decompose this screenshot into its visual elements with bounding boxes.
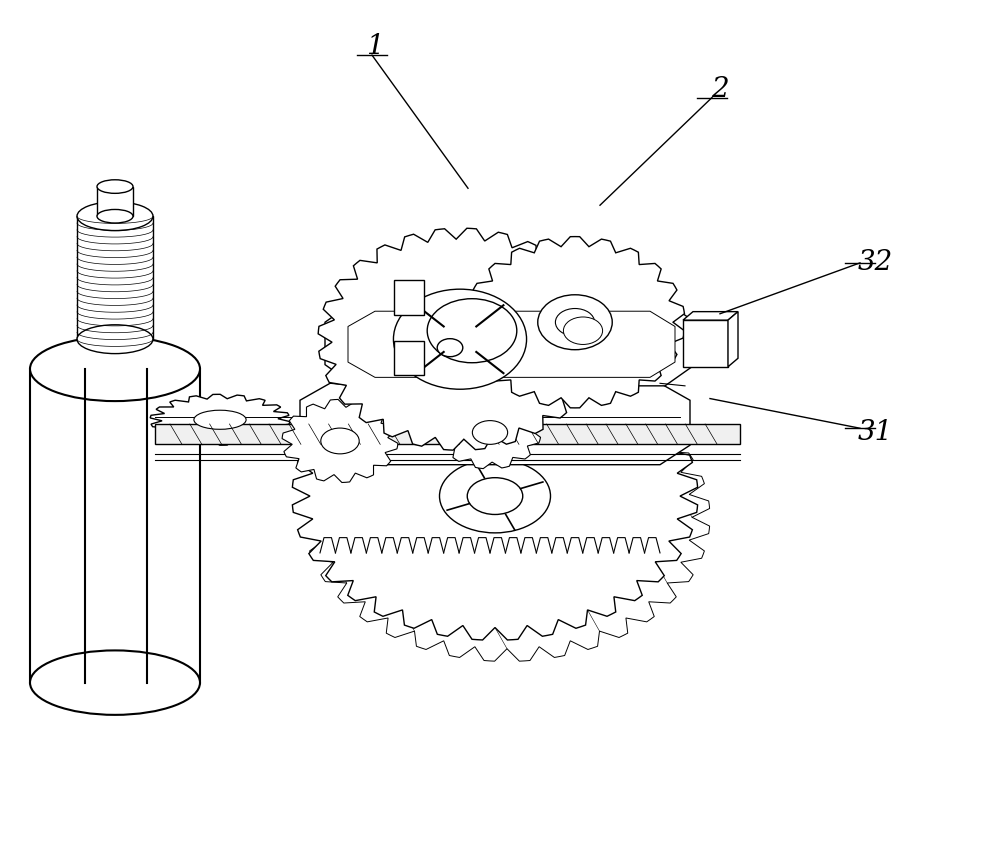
Polygon shape — [394, 341, 424, 375]
Polygon shape — [394, 280, 424, 315]
Polygon shape — [150, 394, 290, 445]
Ellipse shape — [437, 338, 463, 357]
Ellipse shape — [555, 309, 595, 336]
Polygon shape — [348, 311, 675, 377]
Ellipse shape — [194, 410, 246, 429]
Polygon shape — [304, 373, 710, 661]
Polygon shape — [282, 399, 398, 483]
Ellipse shape — [77, 202, 153, 231]
Polygon shape — [325, 301, 695, 386]
Ellipse shape — [538, 295, 612, 349]
Polygon shape — [155, 424, 740, 444]
Polygon shape — [683, 321, 728, 366]
Polygon shape — [292, 352, 698, 640]
Polygon shape — [77, 216, 153, 339]
Polygon shape — [97, 187, 133, 216]
Polygon shape — [728, 312, 738, 366]
Ellipse shape — [440, 460, 550, 533]
Ellipse shape — [97, 209, 133, 223]
Polygon shape — [683, 312, 738, 321]
Polygon shape — [30, 369, 200, 683]
Polygon shape — [300, 383, 690, 465]
Ellipse shape — [563, 317, 603, 344]
Ellipse shape — [472, 421, 508, 444]
Ellipse shape — [467, 477, 523, 515]
Text: 2: 2 — [711, 75, 729, 103]
Ellipse shape — [30, 650, 200, 715]
Polygon shape — [466, 237, 684, 408]
Ellipse shape — [393, 289, 527, 389]
Polygon shape — [318, 228, 602, 450]
Ellipse shape — [30, 337, 200, 401]
Ellipse shape — [321, 428, 359, 454]
Text: 32: 32 — [857, 249, 893, 276]
Ellipse shape — [97, 180, 133, 193]
Ellipse shape — [77, 325, 153, 354]
Text: 1: 1 — [366, 33, 384, 60]
Ellipse shape — [427, 298, 517, 363]
Text: 31: 31 — [857, 419, 893, 446]
Polygon shape — [439, 396, 541, 469]
